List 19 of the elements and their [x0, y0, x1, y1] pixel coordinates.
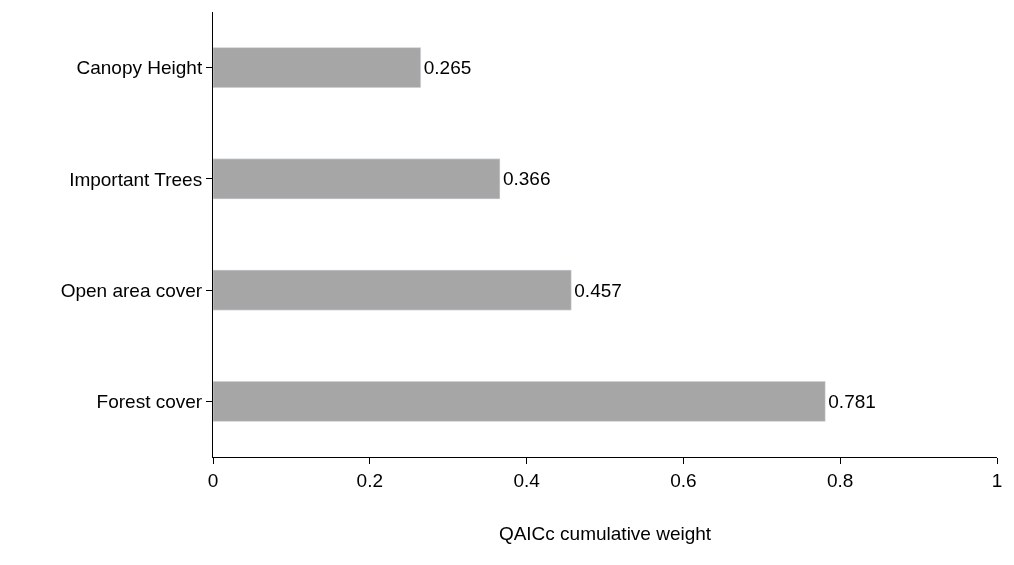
bar [213, 381, 826, 422]
bar [213, 47, 422, 88]
x-tick-label: 0.8 [826, 469, 854, 491]
x-tick-label: 1 [991, 469, 1003, 491]
x-tick-label: 0.2 [356, 469, 384, 491]
data-label: 0.457 [574, 279, 622, 301]
data-label: 0.781 [828, 390, 876, 412]
x-tick-label: 0.4 [513, 469, 541, 491]
bar [213, 269, 572, 311]
x-tick-label: 0 [207, 469, 219, 491]
x-tick-label: 0.6 [670, 469, 697, 491]
data-label: 0.366 [502, 168, 551, 190]
bar [213, 158, 501, 200]
y-tick-label: Important Trees [69, 168, 203, 190]
y-tick-label: Open area cover [60, 279, 203, 301]
y-tick-label: Canopy Height [76, 57, 203, 79]
y-tick-label: Forest cover [96, 391, 203, 413]
x-axis-title: QAICc cumulative weight [498, 522, 712, 544]
data-label: 0.265 [423, 57, 472, 79]
